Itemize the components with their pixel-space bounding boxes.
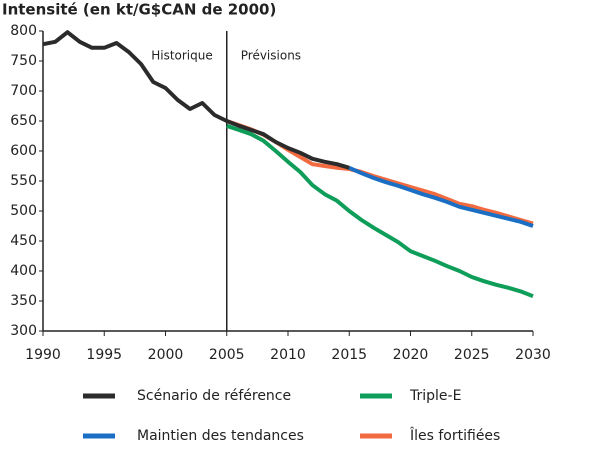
series-line — [226, 119, 534, 226]
y-tick-label: 600 — [10, 143, 37, 159]
chart-title: Intensité (en kt/G$CAN de 2000) — [2, 1, 276, 19]
y-tick-label: 500 — [10, 203, 37, 219]
y-tick-label: 300 — [10, 323, 37, 339]
annotation: Prévisions — [241, 49, 301, 63]
x-tick-label: 2030 — [515, 347, 551, 363]
y-tick-label: 350 — [10, 293, 37, 309]
series-line — [226, 123, 534, 299]
y-tick-label: 400 — [10, 263, 37, 279]
y-tick-label: 800 — [10, 23, 37, 39]
x-tick-label: 2000 — [148, 347, 184, 363]
x-tick-label: 2005 — [209, 347, 245, 363]
x-tick-label: 2020 — [393, 347, 429, 363]
x-tick-label: 1995 — [86, 347, 122, 363]
annotation: Historique — [151, 49, 213, 63]
y-tick-label: 550 — [10, 173, 37, 189]
series-line — [42, 30, 350, 170]
y-tick-label: 650 — [10, 113, 37, 129]
legend-label: Maintien des tendances — [137, 428, 304, 444]
x-tick-label: 2010 — [270, 347, 306, 363]
y-tick-label: 750 — [10, 53, 37, 69]
legend-label: Îles fortifiées — [409, 426, 500, 444]
legend-label: Triple-E — [409, 388, 461, 404]
x-tick-label: 2015 — [331, 347, 367, 363]
x-tick-label: 2025 — [454, 347, 490, 363]
x-tick-label: 1990 — [25, 347, 61, 363]
series-line — [348, 165, 534, 228]
legend-label: Scénario de référence — [137, 388, 291, 404]
y-tick-label: 450 — [10, 233, 37, 249]
y-tick-label: 700 — [10, 83, 37, 99]
